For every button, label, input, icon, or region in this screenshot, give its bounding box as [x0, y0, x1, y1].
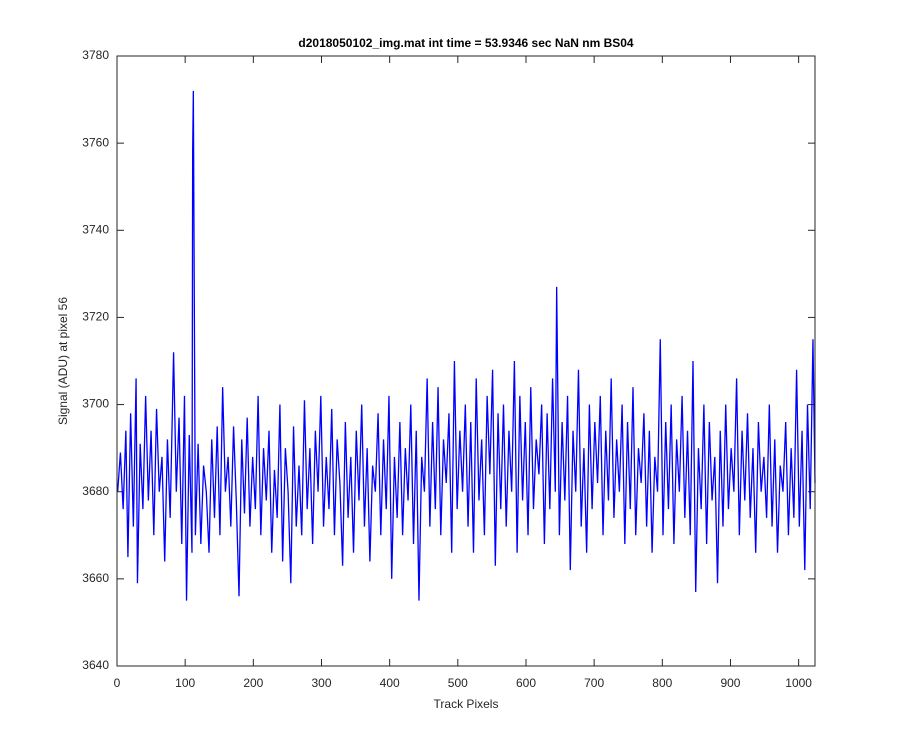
y-tick-label: 3760: [82, 135, 109, 149]
y-tick-label: 3740: [82, 222, 109, 236]
x-tick-label: 400: [380, 676, 400, 690]
y-tick-label: 3640: [82, 658, 109, 672]
x-tick-label: 500: [448, 676, 468, 690]
x-tick-label: 1000: [785, 676, 812, 690]
chart-title: d2018050102_img.mat int time = 53.9346 s…: [298, 36, 634, 50]
x-tick-label: 200: [243, 676, 263, 690]
x-tick-label: 900: [720, 676, 740, 690]
x-tick-label: 300: [311, 676, 331, 690]
x-tick-label: 700: [584, 676, 604, 690]
x-tick-label: 0: [114, 676, 121, 690]
y-tick-label: 3660: [82, 571, 109, 585]
y-tick-label: 3780: [82, 48, 109, 62]
y-tick-label: 3680: [82, 484, 109, 498]
data-line: [117, 90, 816, 601]
x-tick-label: 800: [652, 676, 672, 690]
y-axis-label: Signal (ADU) at pixel 56: [56, 297, 70, 425]
x-axis-label: Track Pixels: [434, 697, 499, 711]
x-tick-label: 600: [516, 676, 536, 690]
x-tick-label: 100: [175, 676, 195, 690]
plot-frame: [116, 55, 816, 667]
y-tick-label: 3700: [82, 397, 109, 411]
y-tick-label: 3720: [82, 310, 109, 324]
